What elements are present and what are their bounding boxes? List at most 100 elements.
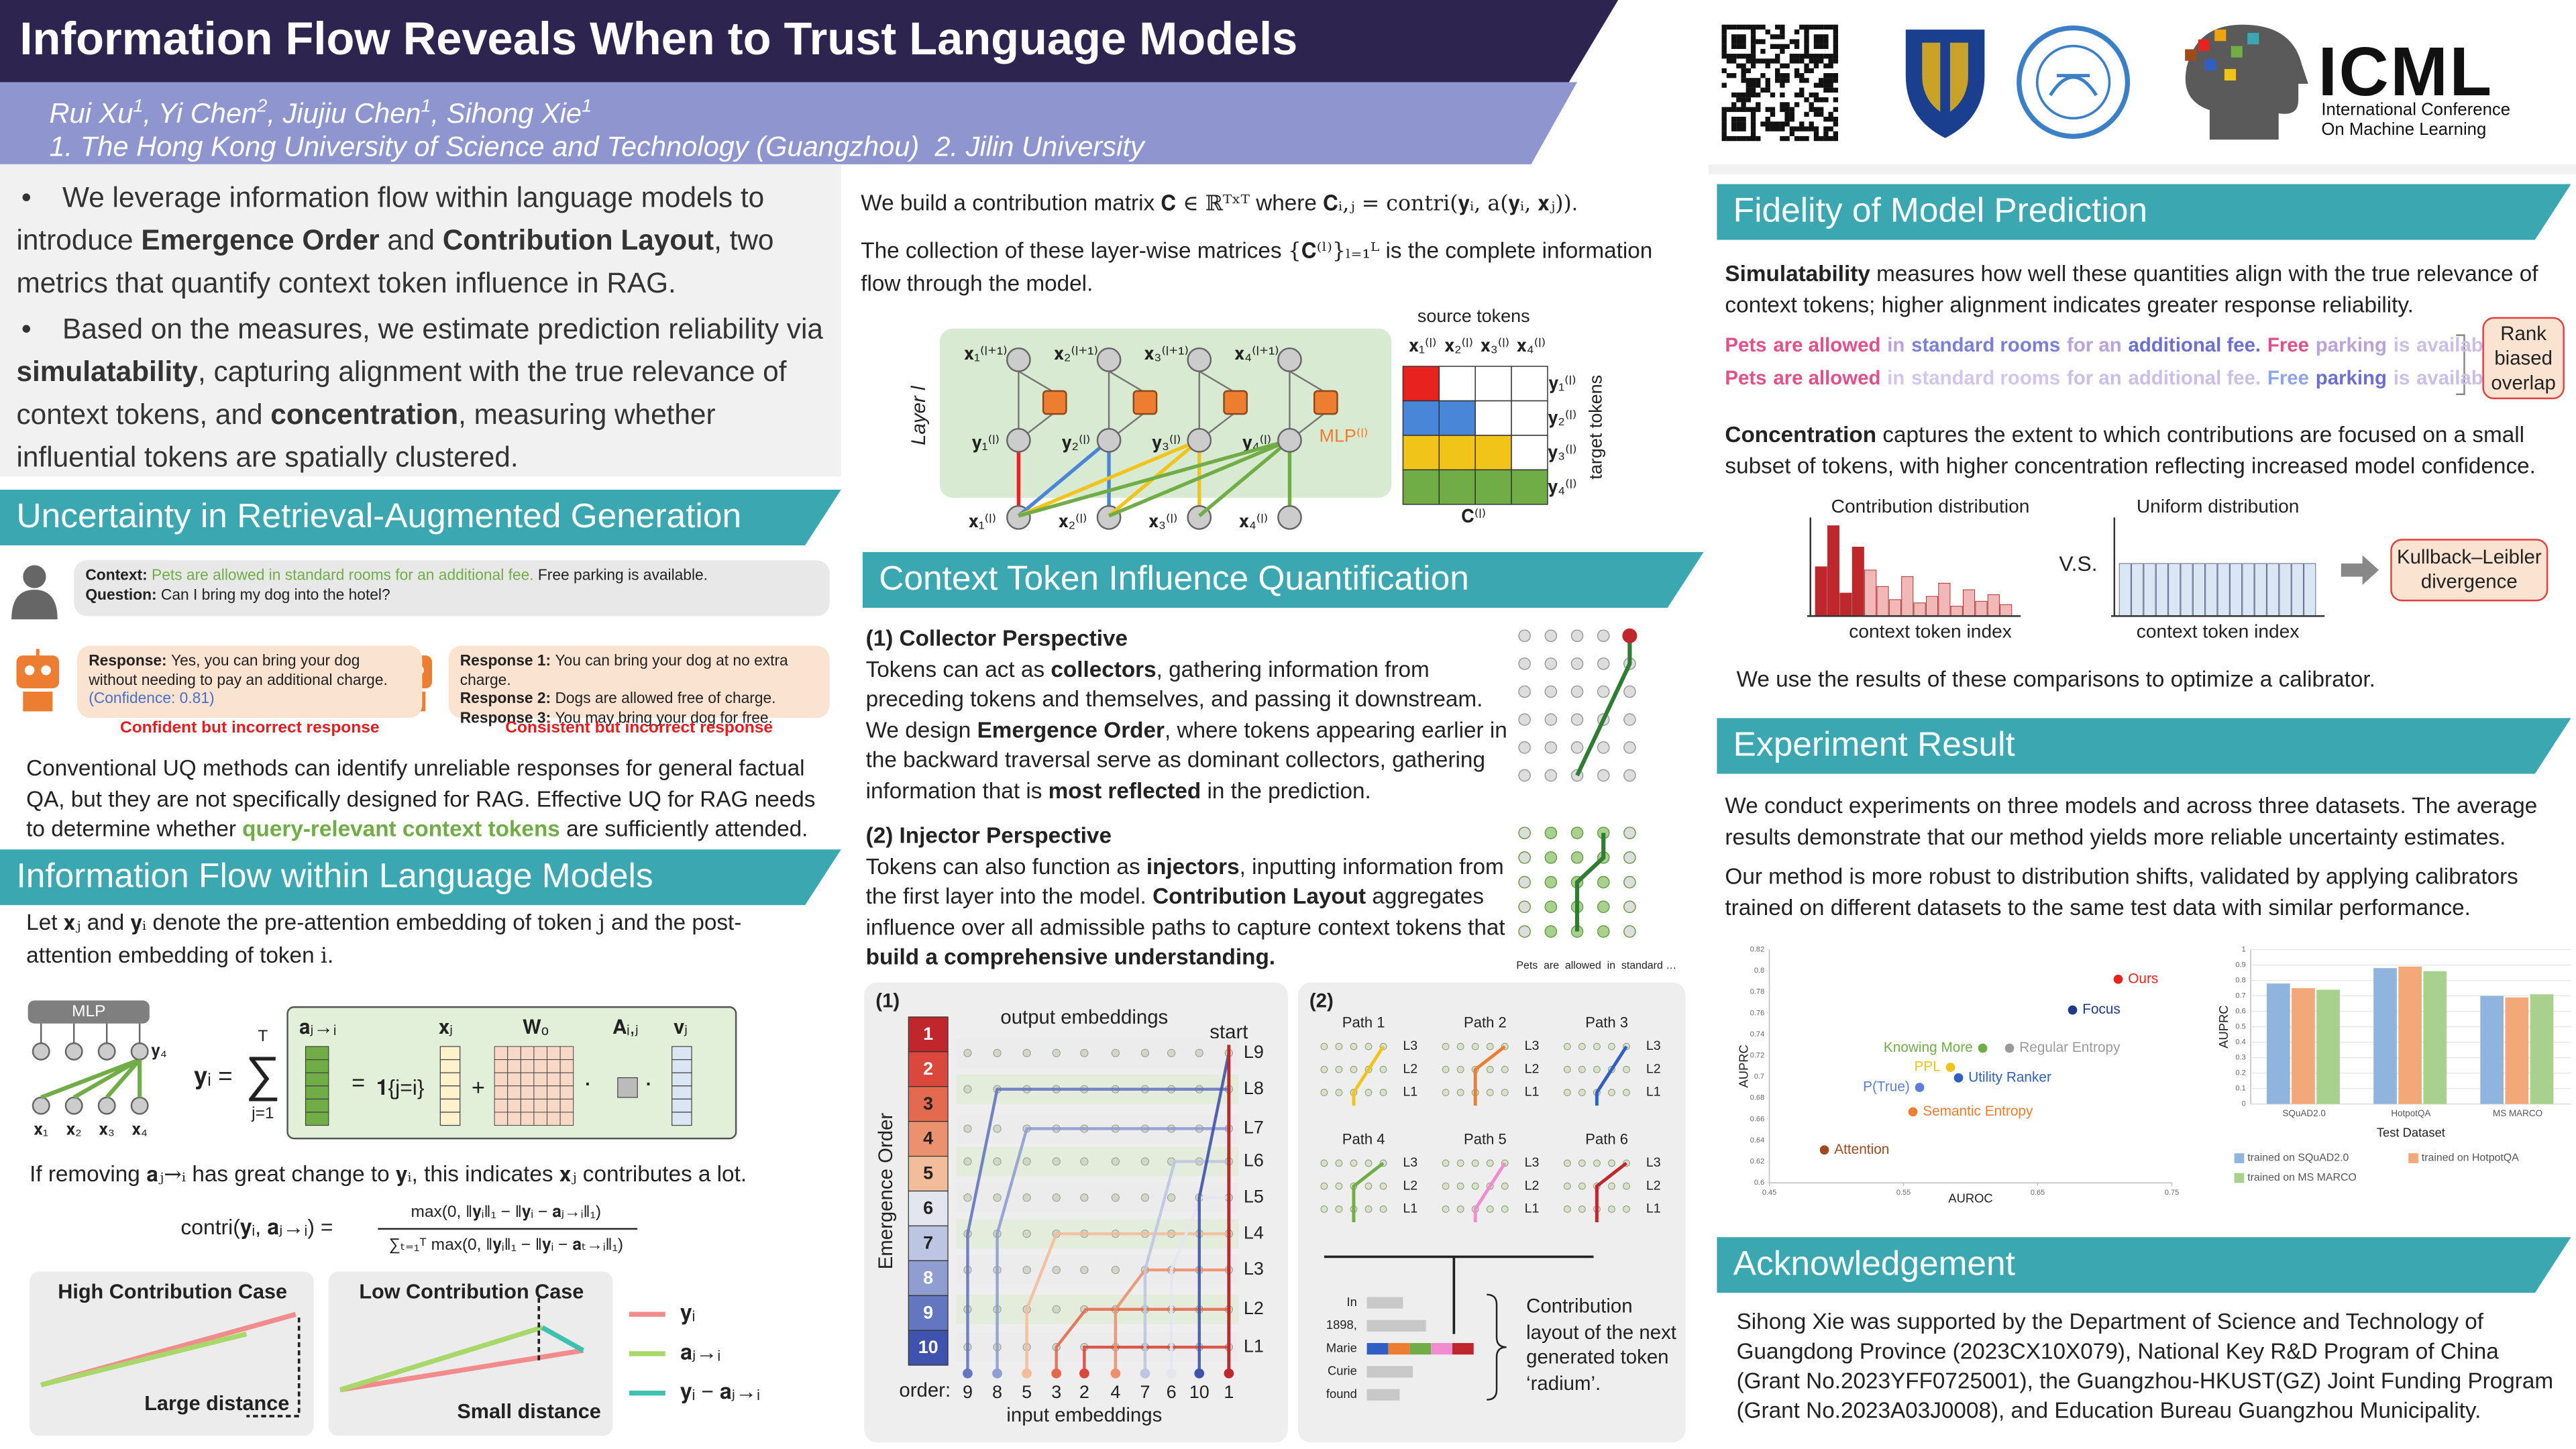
node (1006, 347, 1031, 372)
qr-cell (1828, 54, 1833, 59)
qr-cell (1750, 83, 1756, 88)
label: max(0, ‖𝐲ᵢ‖₁ − ‖𝐲ᵢ − 𝐚ⱼ→ᵢ‖₁) (411, 1203, 601, 1221)
label: ∑ (246, 1046, 280, 1102)
qr-cell (1775, 78, 1780, 83)
matrix-cell (1474, 366, 1512, 402)
text-run: If removing (30, 1161, 146, 1187)
qr-cell (1736, 126, 1741, 131)
qr-cell (1794, 54, 1800, 59)
mini-node (1518, 713, 1531, 726)
qr-cell (1721, 39, 1727, 44)
jilin-logo (2035, 44, 2111, 120)
response-label: Consistent but incorrect response (505, 719, 773, 738)
node (1277, 427, 1302, 453)
text-run: collectors (1051, 656, 1157, 682)
mini-node (1518, 826, 1531, 839)
qr-cell (1780, 78, 1785, 83)
text-run: Contribution Layout (1152, 883, 1366, 909)
dist-bar (2279, 563, 2292, 616)
text-run: j (598, 912, 605, 936)
qr-cell (1736, 92, 1741, 98)
layout-segment (1366, 1343, 1389, 1355)
label: 𝐱ⱼ (439, 1016, 453, 1038)
qr-cell (1784, 111, 1790, 117)
emergence-cell (908, 1225, 949, 1261)
qr-cell (1819, 24, 1824, 30)
mini-node (1364, 1159, 1373, 1167)
mat-cell (520, 1072, 535, 1087)
label: Emergence Order (875, 1113, 897, 1270)
token: additional fee. (2128, 333, 2261, 357)
qr-cell (1721, 54, 1727, 59)
qr-cell (1784, 121, 1790, 127)
label: HotpotQA (2391, 1108, 2430, 1118)
mat-cell (507, 1072, 521, 1087)
qr-cell (1721, 29, 1727, 35)
mini-node (1578, 1042, 1586, 1051)
grid-node (1080, 1193, 1089, 1202)
qr-cell (1833, 78, 1839, 83)
qr-cell (1736, 121, 1741, 127)
grid-node (963, 1157, 972, 1166)
node (32, 1042, 50, 1061)
text-run: 1 (421, 97, 431, 117)
mini-node (1563, 1065, 1571, 1073)
path-line (1595, 1045, 1628, 1106)
qr-cell (1780, 121, 1785, 127)
label: trained on MS MARCO (2247, 1172, 2357, 1183)
label: 0.62 (1750, 1158, 1764, 1166)
qr-cell (1794, 58, 1800, 64)
qr-cell (1721, 111, 1727, 117)
node (97, 1096, 116, 1115)
qr-cell (1736, 107, 1741, 112)
qr-cell (1833, 131, 1839, 137)
mini-node (1623, 925, 1636, 938)
label: L9 (1244, 1042, 1264, 1062)
qr-cell (1750, 131, 1756, 137)
label: Ours (2128, 971, 2158, 986)
mat-cell (547, 1098, 561, 1113)
node (1187, 347, 1212, 372)
label: 3 (923, 1093, 933, 1114)
context-bubble: Context: Pets are allowed in standard ro… (74, 560, 830, 616)
label: 2 (923, 1059, 933, 1079)
grid-node (1140, 1193, 1150, 1202)
qr-cell (1804, 29, 1809, 35)
qr-cell (1721, 131, 1727, 137)
mini-node (1442, 1182, 1450, 1190)
text-run: . (327, 942, 334, 967)
token: parking (2315, 366, 2387, 390)
label: 𝐱₁⁽ˡ⁺¹⁾ (964, 343, 1007, 364)
qr-cell (1765, 126, 1770, 131)
label: 1 (923, 1024, 933, 1044)
dist-bar (1975, 600, 1988, 616)
qr-cell (1750, 54, 1756, 59)
icml-dot (2247, 32, 2259, 45)
brace (1487, 1293, 1507, 1401)
label: Utility Ranker (1968, 1069, 2051, 1085)
mini-node (1623, 1205, 1630, 1213)
label: 𝟏{j=i} (376, 1075, 425, 1099)
qr-cell (1780, 48, 1785, 54)
token: Free (2267, 333, 2310, 357)
qr-cell (1770, 34, 1776, 40)
qr-cell (1765, 58, 1770, 64)
mini-node (1486, 1042, 1494, 1051)
qr-cell (1833, 97, 1839, 103)
label: 𝐚ⱼ→ᵢ (680, 1340, 720, 1364)
qr-cell (1741, 78, 1746, 83)
mini-node (1544, 629, 1558, 643)
emergence-cell (908, 1121, 949, 1157)
qr-cell (1833, 72, 1839, 78)
mini-node (1456, 1182, 1464, 1190)
label: 9 (963, 1382, 973, 1402)
label: 0.76 (1750, 1009, 1764, 1017)
label: 𝐲₃⁽ˡ⁾ (1548, 442, 1576, 462)
emergence-cell (908, 1051, 949, 1087)
person-icon (23, 565, 46, 588)
vec-cell (305, 1112, 329, 1126)
mini-node (1486, 1159, 1494, 1167)
qr-cell (1726, 54, 1732, 59)
matrix-cell (1511, 366, 1548, 402)
label: Path 1 (1342, 1014, 1385, 1031)
